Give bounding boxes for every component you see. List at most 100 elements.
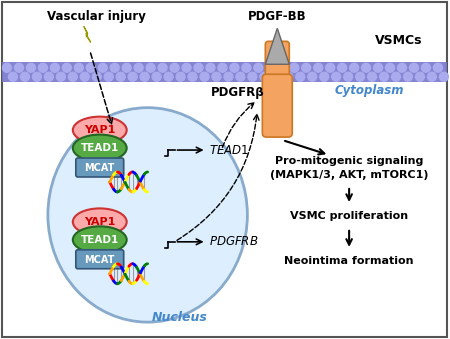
Circle shape bbox=[27, 63, 36, 72]
Circle shape bbox=[32, 72, 41, 81]
Circle shape bbox=[218, 63, 227, 72]
Circle shape bbox=[350, 63, 359, 72]
Circle shape bbox=[338, 63, 346, 72]
Circle shape bbox=[68, 72, 77, 81]
Circle shape bbox=[308, 72, 317, 81]
Circle shape bbox=[266, 63, 275, 72]
FancyBboxPatch shape bbox=[76, 158, 124, 177]
Circle shape bbox=[260, 72, 269, 81]
Circle shape bbox=[63, 63, 71, 72]
Circle shape bbox=[428, 72, 436, 81]
Circle shape bbox=[314, 63, 323, 72]
Circle shape bbox=[92, 72, 101, 81]
Polygon shape bbox=[84, 26, 91, 42]
Ellipse shape bbox=[48, 108, 248, 322]
Text: MCAT: MCAT bbox=[85, 163, 115, 173]
Ellipse shape bbox=[73, 117, 127, 143]
Circle shape bbox=[332, 72, 341, 81]
Ellipse shape bbox=[73, 208, 127, 235]
Circle shape bbox=[344, 72, 353, 81]
Circle shape bbox=[3, 63, 11, 72]
Circle shape bbox=[140, 72, 149, 81]
Circle shape bbox=[356, 72, 364, 81]
FancyBboxPatch shape bbox=[76, 250, 124, 269]
Text: Neointima formation: Neointima formation bbox=[284, 256, 414, 266]
Circle shape bbox=[56, 72, 65, 81]
Circle shape bbox=[158, 63, 167, 72]
Circle shape bbox=[170, 63, 179, 72]
Text: TEAD1: TEAD1 bbox=[81, 143, 119, 153]
Circle shape bbox=[128, 72, 137, 81]
Circle shape bbox=[284, 72, 293, 81]
Circle shape bbox=[152, 72, 161, 81]
Circle shape bbox=[404, 72, 413, 81]
Text: PDGFRβ: PDGFRβ bbox=[211, 86, 264, 99]
Circle shape bbox=[290, 63, 299, 72]
Circle shape bbox=[242, 63, 251, 72]
Circle shape bbox=[392, 72, 400, 81]
Text: Nucleus: Nucleus bbox=[152, 311, 207, 324]
Circle shape bbox=[397, 63, 406, 72]
Text: Pro-mitogenic signaling
(MAPK1/3, AKT, mTORC1): Pro-mitogenic signaling (MAPK1/3, AKT, m… bbox=[270, 156, 428, 180]
Circle shape bbox=[110, 63, 119, 72]
Ellipse shape bbox=[73, 135, 127, 161]
Text: PDGF-BB: PDGF-BB bbox=[248, 10, 306, 23]
Circle shape bbox=[86, 63, 95, 72]
Circle shape bbox=[176, 72, 185, 81]
Polygon shape bbox=[266, 28, 289, 64]
Circle shape bbox=[230, 63, 239, 72]
Circle shape bbox=[146, 63, 155, 72]
Circle shape bbox=[439, 72, 448, 81]
FancyBboxPatch shape bbox=[266, 41, 289, 85]
Text: VSMC proliferation: VSMC proliferation bbox=[290, 211, 408, 221]
Circle shape bbox=[278, 63, 287, 72]
Circle shape bbox=[206, 63, 215, 72]
Circle shape bbox=[422, 63, 430, 72]
Circle shape bbox=[248, 72, 257, 81]
Circle shape bbox=[212, 72, 221, 81]
Ellipse shape bbox=[73, 226, 127, 253]
Circle shape bbox=[38, 63, 47, 72]
Text: Vascular injury: Vascular injury bbox=[47, 10, 146, 23]
Text: VSMCs: VSMCs bbox=[375, 34, 423, 47]
Circle shape bbox=[164, 72, 173, 81]
Circle shape bbox=[379, 72, 388, 81]
Text: TEAD1: TEAD1 bbox=[81, 235, 119, 245]
Circle shape bbox=[122, 63, 131, 72]
Circle shape bbox=[254, 63, 263, 72]
Circle shape bbox=[80, 72, 89, 81]
Text: YAP1: YAP1 bbox=[84, 125, 116, 135]
Circle shape bbox=[326, 63, 335, 72]
Text: $\it{PDGFRB}$: $\it{PDGFRB}$ bbox=[210, 235, 259, 248]
Circle shape bbox=[410, 63, 418, 72]
FancyBboxPatch shape bbox=[2, 62, 447, 82]
Circle shape bbox=[194, 63, 203, 72]
Circle shape bbox=[272, 72, 281, 81]
Circle shape bbox=[45, 72, 54, 81]
Circle shape bbox=[116, 72, 125, 81]
Text: $\it{TEAD1}$: $\it{TEAD1}$ bbox=[210, 143, 250, 157]
Circle shape bbox=[415, 72, 424, 81]
Circle shape bbox=[362, 63, 370, 72]
Circle shape bbox=[386, 63, 395, 72]
FancyBboxPatch shape bbox=[262, 74, 292, 137]
Circle shape bbox=[14, 63, 23, 72]
Circle shape bbox=[134, 63, 143, 72]
Circle shape bbox=[320, 72, 328, 81]
Circle shape bbox=[368, 72, 377, 81]
Circle shape bbox=[296, 72, 305, 81]
Circle shape bbox=[50, 63, 59, 72]
Text: Cytoplasm: Cytoplasm bbox=[334, 84, 404, 97]
Circle shape bbox=[200, 72, 209, 81]
Circle shape bbox=[104, 72, 113, 81]
Circle shape bbox=[433, 63, 442, 72]
Text: MCAT: MCAT bbox=[85, 255, 115, 265]
Circle shape bbox=[98, 63, 107, 72]
Circle shape bbox=[302, 63, 310, 72]
Circle shape bbox=[20, 72, 29, 81]
Circle shape bbox=[182, 63, 191, 72]
Circle shape bbox=[74, 63, 83, 72]
Circle shape bbox=[374, 63, 382, 72]
Circle shape bbox=[236, 72, 245, 81]
Circle shape bbox=[188, 72, 197, 81]
